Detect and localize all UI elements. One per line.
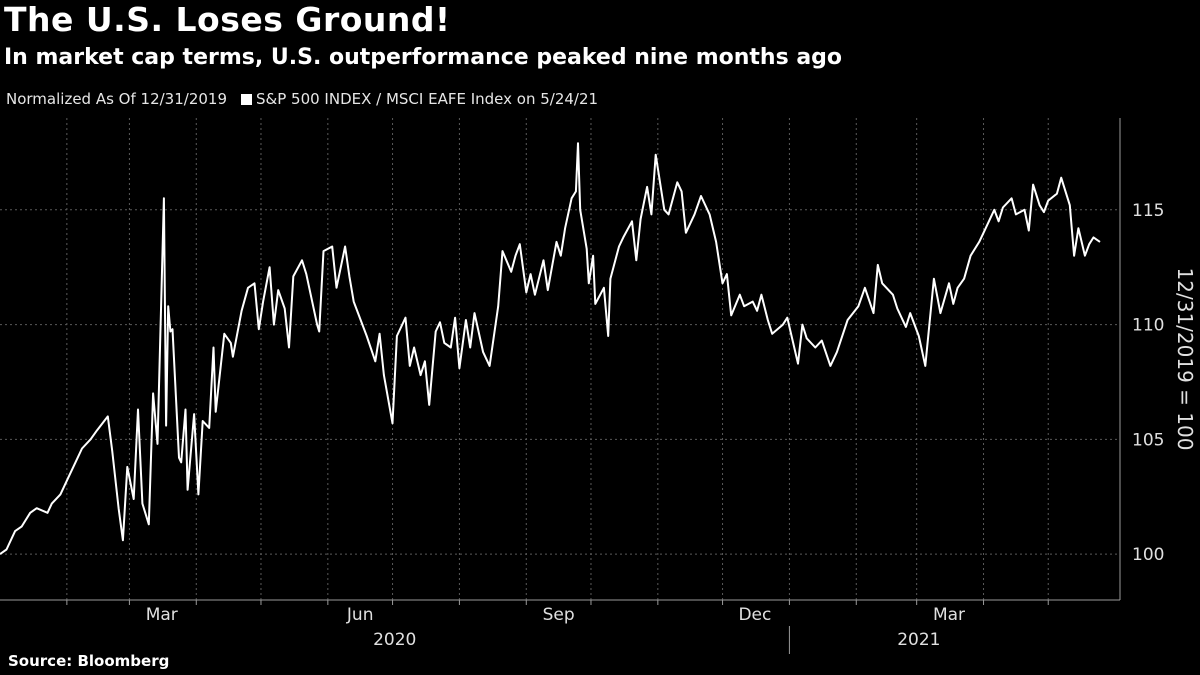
source-footer: Source: Bloomberg <box>8 652 170 670</box>
series-line <box>0 142 1101 555</box>
x-tick-label: Dec <box>738 605 771 625</box>
legend-series-label: S&P 500 INDEX / MSCI EAFE Index on 5/24/… <box>256 90 599 108</box>
x-tick-label: Sep <box>543 605 575 625</box>
x-tick-label: Jun <box>346 605 374 625</box>
x-tick-label: Mar <box>146 605 178 625</box>
y-tick-label: 100 <box>1132 545 1164 565</box>
y-tick-label: 115 <box>1132 201 1164 221</box>
normalization-note: Normalized As Of 12/31/2019 <box>6 90 227 108</box>
y-tick-label: 105 <box>1132 430 1164 450</box>
chart-title: The U.S. Loses Ground! <box>4 0 451 39</box>
chart-subtitle: In market cap terms, U.S. outperformance… <box>4 45 843 70</box>
x-year-label: 2020 <box>373 630 416 650</box>
legend: Normalized As Of 12/31/2019 S&P 500 INDE… <box>6 90 598 108</box>
y-axis-title: 12/31/2019 = 100 <box>1173 268 1197 451</box>
y-tick-label: 110 <box>1132 316 1164 336</box>
x-tick-label: Mar <box>933 605 965 625</box>
x-year-label: 2021 <box>897 630 940 650</box>
legend-swatch <box>241 93 252 105</box>
